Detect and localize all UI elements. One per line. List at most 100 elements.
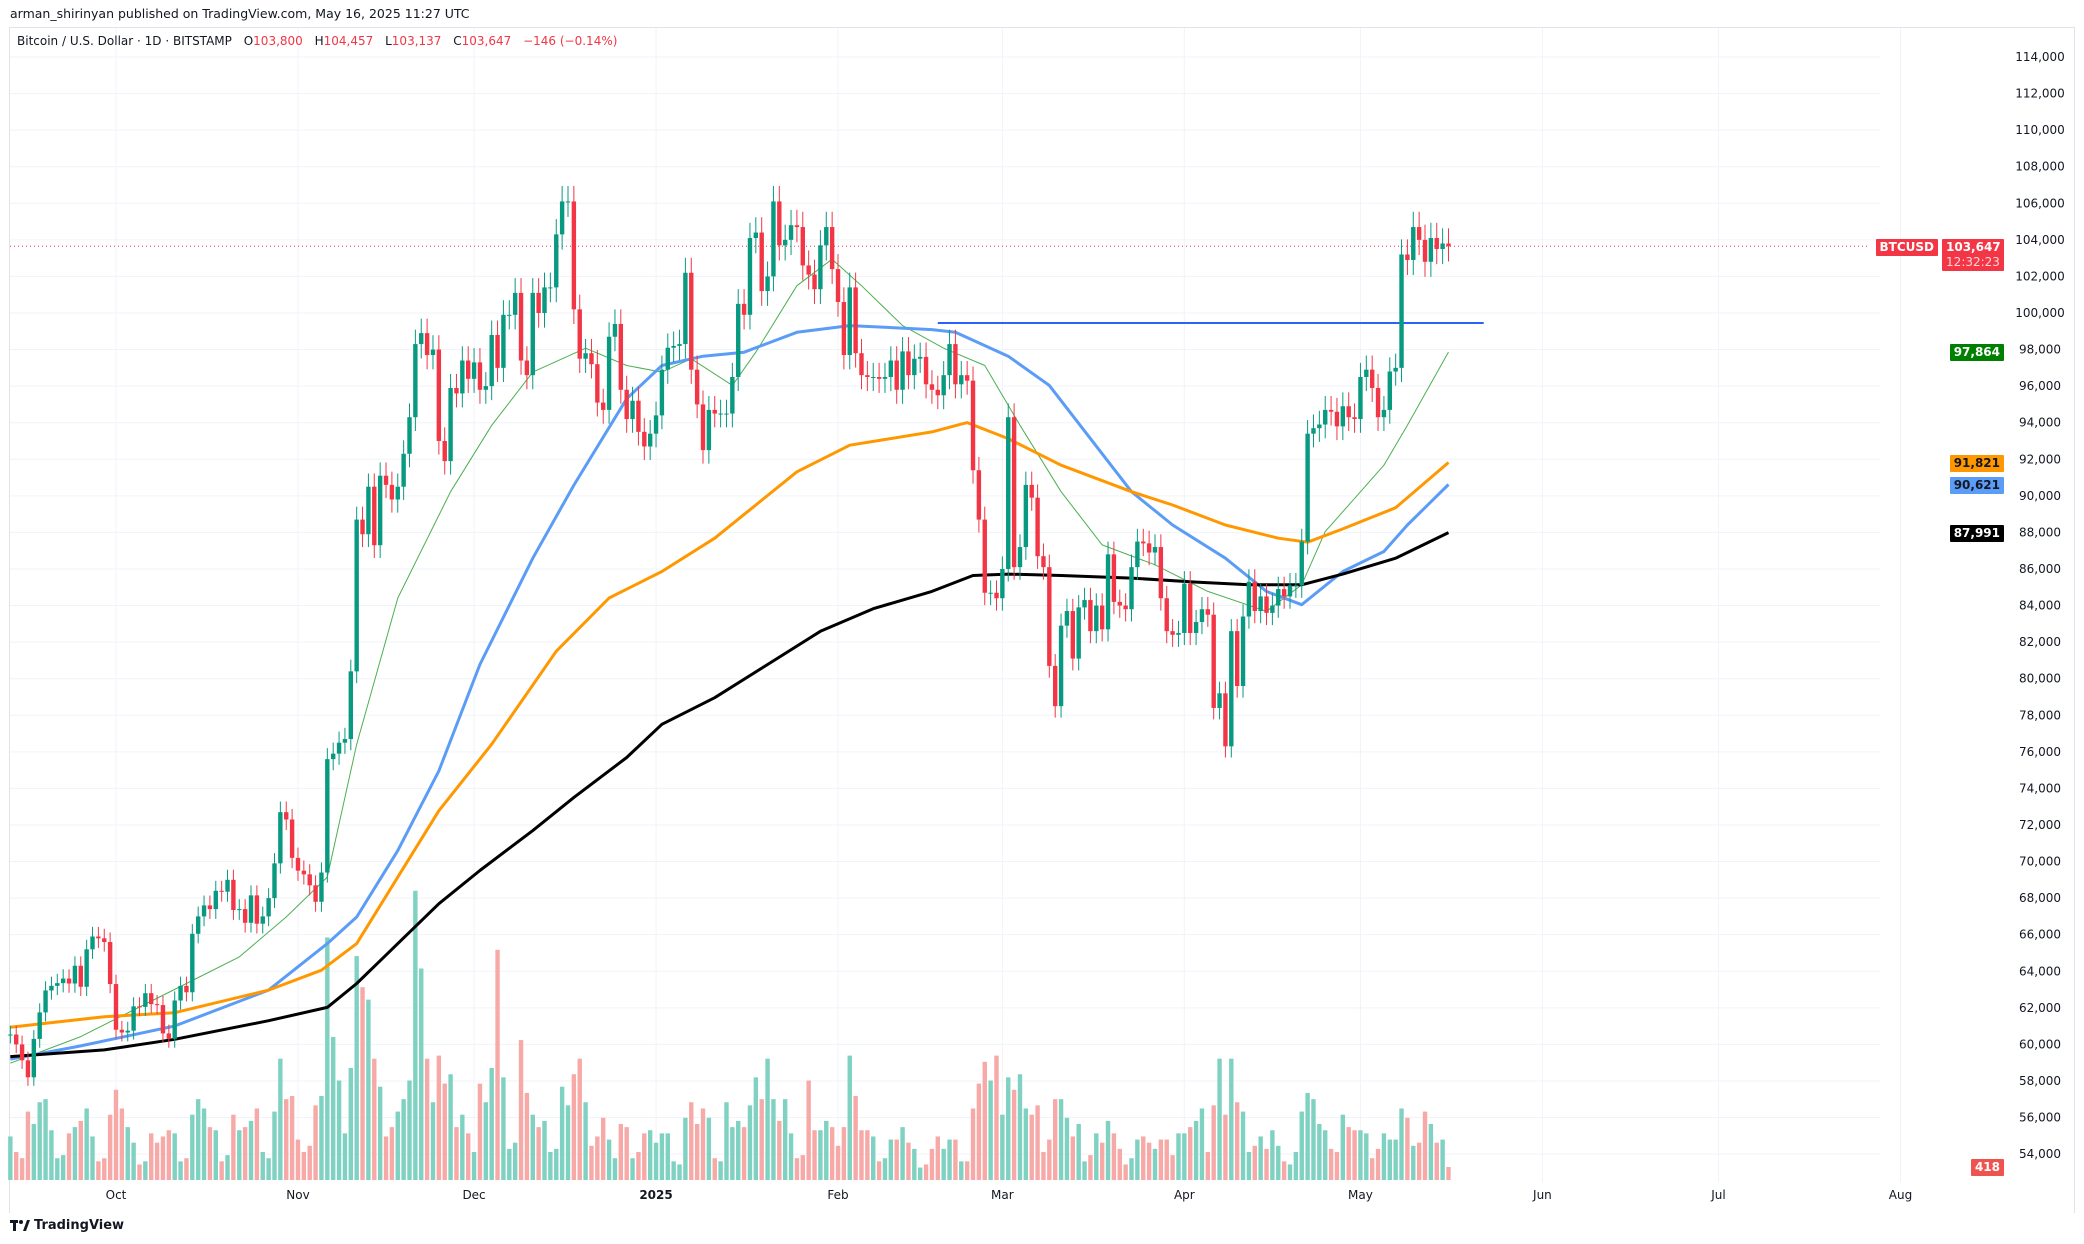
volume-bar (1176, 1133, 1181, 1180)
volume-bar (201, 1108, 207, 1180)
volume-bar (589, 1145, 594, 1180)
volume-bar (1346, 1127, 1351, 1180)
candle-body (829, 227, 835, 270)
candle-body (260, 916, 265, 924)
volume-bar (401, 1099, 406, 1180)
candle-body (982, 519, 987, 593)
grid (10, 28, 1901, 1182)
candle-body (31, 1038, 37, 1078)
candle-body (401, 453, 406, 487)
volume-bar (835, 1145, 841, 1180)
candle-body (847, 287, 852, 356)
volume-bar (1035, 1105, 1040, 1180)
volume-bar (900, 1127, 905, 1180)
volume-bar (1129, 1158, 1134, 1180)
published-caption: arman_shirinyan published on TradingView… (10, 6, 470, 21)
candle-body (665, 347, 670, 370)
volume-bar (31, 1124, 37, 1180)
candle-body (225, 879, 230, 892)
candle-body (166, 1033, 172, 1039)
candle-body (377, 475, 383, 546)
candle-body (653, 415, 659, 434)
volume-bar (1287, 1164, 1293, 1180)
candle-body (49, 985, 54, 991)
candle-body (460, 360, 465, 394)
volume-bar (1006, 1077, 1011, 1180)
volume-bar (1088, 1155, 1093, 1180)
candle-body (1358, 376, 1363, 420)
volume-bar (319, 1096, 324, 1180)
candle-body (659, 369, 665, 416)
volume-bar (1070, 1136, 1076, 1180)
candle-body (530, 292, 535, 376)
volume-bar (647, 1130, 653, 1180)
volume-bar (1047, 1139, 1052, 1180)
tradingview-logo-icon (10, 1219, 30, 1231)
candle-body (994, 592, 999, 599)
volume-bar (483, 1102, 489, 1180)
volume-bar (477, 1083, 483, 1180)
volume-bar (683, 1117, 688, 1180)
volume-bar (55, 1158, 60, 1180)
volume-bar (1299, 1111, 1304, 1180)
volume-bar (718, 1161, 723, 1180)
candle-body (1270, 605, 1275, 613)
volume-bar (712, 1158, 717, 1180)
candle-body (1135, 541, 1140, 568)
volume-bar (301, 1152, 307, 1180)
symbol-legend: Bitcoin / U.S. Dollar · 1D · BITSTAMP O1… (17, 34, 625, 48)
volume-bar (219, 1161, 224, 1180)
low-label: L (385, 34, 392, 48)
volume-bar (1276, 1145, 1281, 1180)
candle-body (66, 978, 72, 984)
volume-bar (1211, 1105, 1216, 1180)
candle-body (964, 375, 970, 381)
close-value: 103,647 (461, 34, 512, 48)
horizontal-lines (10, 245, 1870, 325)
volume-bar (1105, 1120, 1111, 1180)
volume-bar (1094, 1133, 1099, 1180)
volume-bar (659, 1133, 665, 1180)
candle-body (736, 303, 741, 377)
volume-bar (149, 1133, 154, 1180)
volume-bar (125, 1127, 130, 1180)
candle-body (800, 227, 805, 266)
volume-bar (518, 1040, 524, 1180)
volume-bar (794, 1158, 800, 1180)
volume-bar (1252, 1145, 1257, 1180)
volume-bar (1082, 1161, 1087, 1180)
volume-bar (325, 937, 330, 1180)
candle-body (1323, 409, 1328, 425)
volume-bar (1223, 1114, 1228, 1180)
candle-body (917, 356, 923, 359)
volume-bar (577, 1058, 582, 1180)
volume-bar (383, 1136, 389, 1180)
volume-bar (512, 1142, 518, 1180)
volume-bar (542, 1120, 547, 1180)
candle-body (184, 985, 189, 993)
candle-body (976, 470, 982, 520)
candle-body (923, 356, 929, 385)
candle-body (753, 232, 759, 239)
volume-bar (1152, 1148, 1158, 1180)
candle-body (60, 978, 66, 984)
candle-body (301, 870, 307, 875)
candle-body (1422, 239, 1428, 262)
candle-body (612, 323, 618, 337)
candle-body (242, 909, 248, 923)
volume-bar (49, 1130, 54, 1180)
volume-bar (1141, 1136, 1146, 1180)
tradingview-logo[interactable]: TradingView (10, 1218, 124, 1233)
chart-pane[interactable] (9, 27, 2075, 1213)
candle-body (683, 272, 688, 345)
candle-body (119, 1029, 125, 1033)
volume-bar (354, 956, 359, 1180)
volume-bar (336, 1080, 342, 1180)
volume-bar (190, 1114, 195, 1180)
volume-bar (612, 1158, 618, 1180)
time-tick-label: 2025 (639, 1188, 672, 1202)
volume-bar (237, 1130, 242, 1180)
volume-bar (178, 1161, 183, 1180)
candle-body (1041, 556, 1046, 568)
